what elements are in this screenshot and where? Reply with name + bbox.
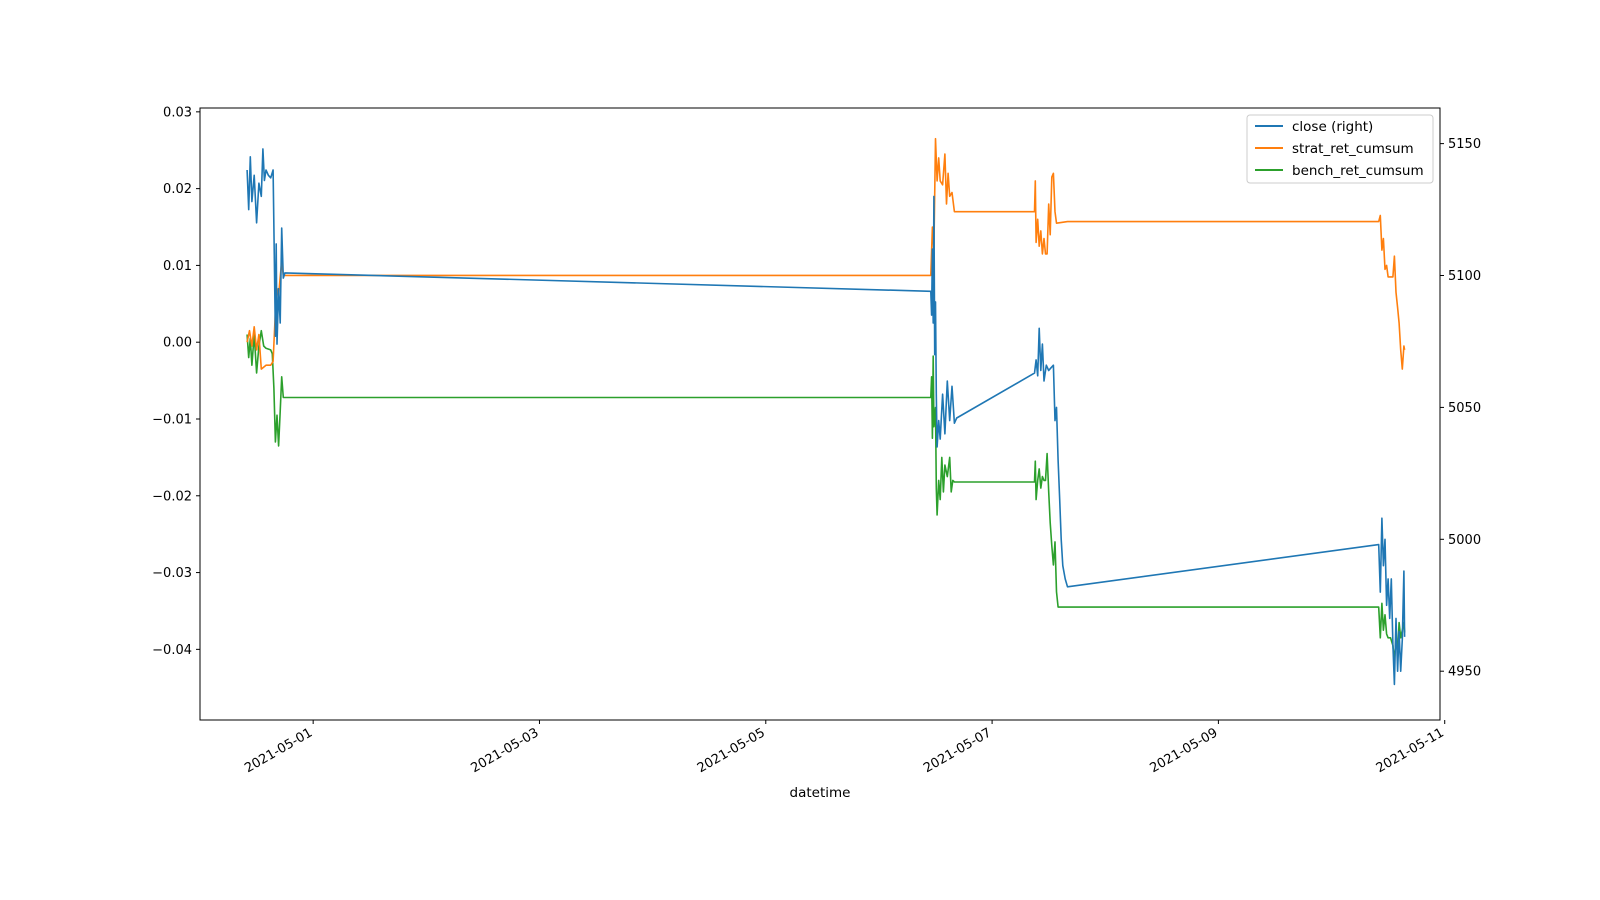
series-layer xyxy=(246,137,1406,686)
plot-area xyxy=(200,108,1440,720)
legend-label-close: close (right) xyxy=(1292,119,1373,135)
right-y-tick-label: 5150 xyxy=(1448,137,1481,152)
series-line-2 xyxy=(246,329,1406,662)
left-y-tick-label: −0.02 xyxy=(152,489,192,504)
right-y-tick-label: 4950 xyxy=(1448,665,1481,680)
legend-label-bench: bench_ret_cumsum xyxy=(1292,163,1424,179)
left-y-tick-label: 0.00 xyxy=(163,336,192,351)
left-y-tick-label: −0.01 xyxy=(152,412,192,427)
left-y-axis: 0.03 0.02 0.01 0.00 −0.01 −0.02 −0.03 −0.04 xyxy=(152,105,200,658)
left-y-tick-label: 0.01 xyxy=(163,259,192,274)
right-y-tick-label: 5050 xyxy=(1448,401,1481,416)
right-y-tick-label: 5000 xyxy=(1448,533,1481,548)
left-y-tick-label: −0.03 xyxy=(152,566,192,581)
x-axis-label: datetime xyxy=(790,785,851,801)
left-y-tick-label: 0.02 xyxy=(163,182,192,197)
right-y-axis: 5150 5100 5050 5000 4950 xyxy=(1440,137,1481,680)
legend-label-strat: strat_ret_cumsum xyxy=(1292,141,1414,157)
right-y-tick-label: 5100 xyxy=(1448,269,1481,284)
left-y-tick-label: 0.03 xyxy=(163,105,192,120)
series-line-0 xyxy=(246,148,1406,686)
left-y-tick-label: −0.04 xyxy=(152,643,192,658)
legend: close (right) strat_ret_cumsum bench_ret… xyxy=(1246,114,1434,184)
legend-box xyxy=(1246,114,1434,184)
plot-frame xyxy=(199,107,1441,721)
